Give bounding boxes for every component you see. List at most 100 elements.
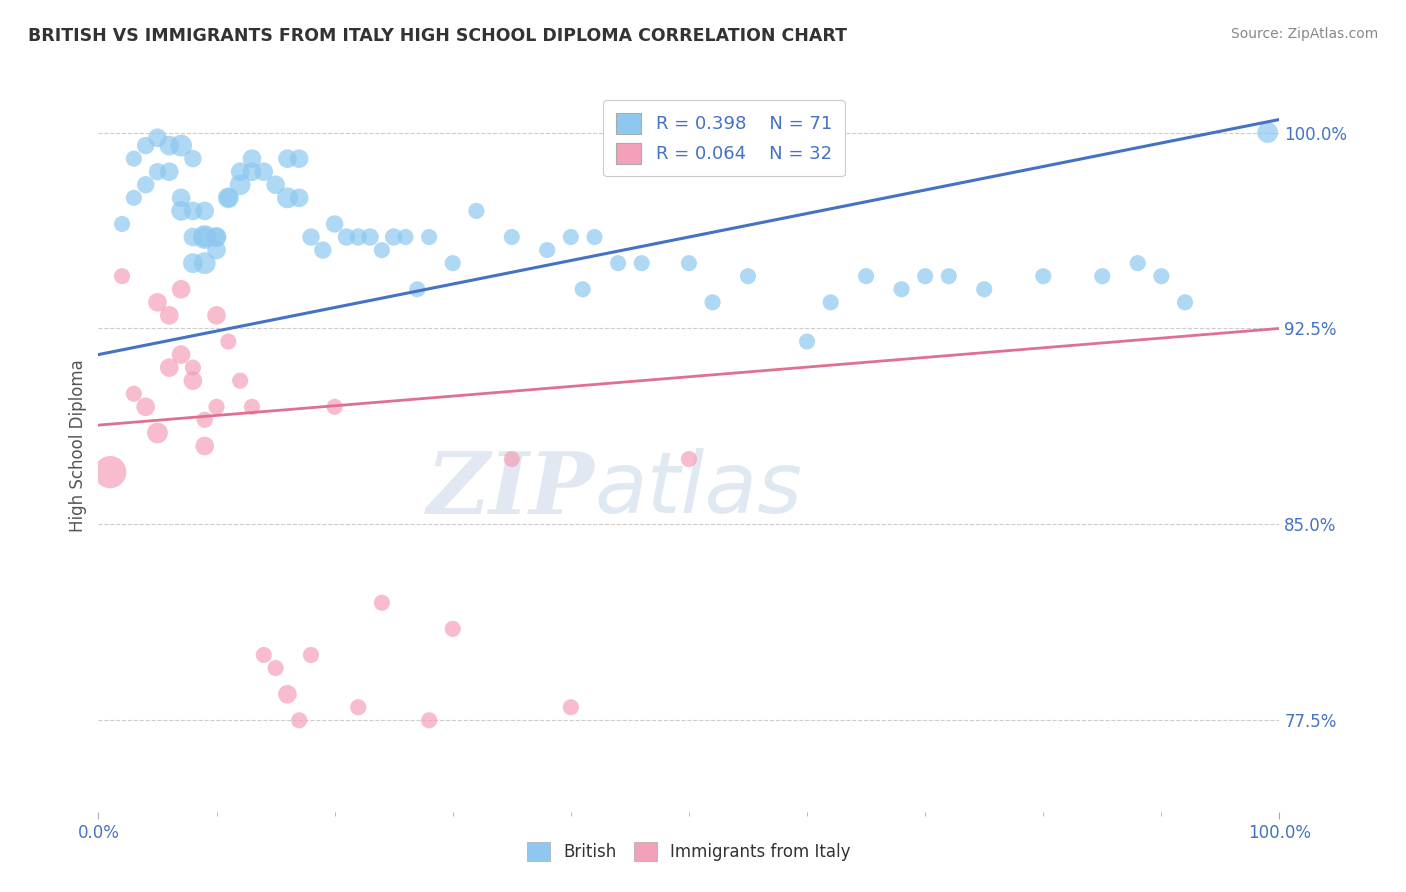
Point — [371, 596, 394, 610]
Point — [240, 164, 263, 178]
Point — [194, 230, 217, 244]
Point — [323, 400, 346, 414]
Point — [146, 164, 169, 178]
Point — [122, 152, 145, 166]
Point — [157, 164, 180, 178]
Point — [264, 178, 287, 192]
Point — [501, 452, 523, 467]
Point — [914, 269, 936, 284]
Point — [122, 191, 145, 205]
Point — [441, 622, 464, 636]
Point — [217, 191, 239, 205]
Text: Source: ZipAtlas.com: Source: ZipAtlas.com — [1230, 27, 1378, 41]
Point — [571, 282, 593, 296]
Point — [536, 243, 558, 257]
Point — [194, 230, 217, 244]
Point — [181, 256, 204, 270]
Point — [347, 230, 370, 244]
Point — [418, 714, 440, 728]
Point — [146, 295, 169, 310]
Point — [299, 648, 322, 662]
Point — [630, 256, 652, 270]
Text: atlas: atlas — [595, 449, 803, 532]
Point — [702, 295, 724, 310]
Point — [170, 191, 193, 205]
Point — [347, 700, 370, 714]
Point — [194, 439, 217, 453]
Point — [229, 374, 252, 388]
Point — [181, 203, 204, 218]
Point — [205, 309, 228, 323]
Text: BRITISH VS IMMIGRANTS FROM ITALY HIGH SCHOOL DIPLOMA CORRELATION CHART: BRITISH VS IMMIGRANTS FROM ITALY HIGH SC… — [28, 27, 848, 45]
Point — [264, 661, 287, 675]
Point — [157, 309, 180, 323]
Point — [205, 400, 228, 414]
Point — [678, 452, 700, 467]
Point — [607, 256, 630, 270]
Point — [170, 203, 193, 218]
Point — [1091, 269, 1114, 284]
Point — [170, 348, 193, 362]
Y-axis label: High School Diploma: High School Diploma — [69, 359, 87, 533]
Legend: British, Immigrants from Italy: British, Immigrants from Italy — [519, 833, 859, 869]
Point — [135, 400, 157, 414]
Point — [181, 230, 204, 244]
Point — [276, 687, 298, 701]
Point — [240, 400, 263, 414]
Point — [122, 386, 145, 401]
Point — [181, 360, 204, 375]
Point — [181, 152, 204, 166]
Point — [253, 648, 276, 662]
Point — [146, 130, 169, 145]
Point — [194, 203, 217, 218]
Point — [288, 191, 311, 205]
Point — [194, 413, 217, 427]
Point — [1174, 295, 1197, 310]
Point — [205, 230, 228, 244]
Point — [938, 269, 960, 284]
Point — [465, 203, 488, 218]
Point — [560, 700, 582, 714]
Point — [394, 230, 416, 244]
Point — [111, 269, 134, 284]
Point — [157, 360, 180, 375]
Point — [678, 256, 700, 270]
Point — [796, 334, 818, 349]
Point — [418, 230, 440, 244]
Point — [973, 282, 995, 296]
Point — [299, 230, 322, 244]
Point — [240, 152, 263, 166]
Point — [583, 230, 606, 244]
Point — [205, 243, 228, 257]
Point — [1150, 269, 1173, 284]
Point — [181, 374, 204, 388]
Point — [194, 256, 217, 270]
Point — [276, 152, 298, 166]
Point — [890, 282, 912, 296]
Point — [217, 191, 239, 205]
Point — [335, 230, 357, 244]
Point — [170, 138, 193, 153]
Point — [217, 334, 239, 349]
Point — [1032, 269, 1054, 284]
Point — [406, 282, 429, 296]
Point — [111, 217, 134, 231]
Point — [135, 178, 157, 192]
Point — [135, 138, 157, 153]
Point — [288, 714, 311, 728]
Text: ZIP: ZIP — [426, 448, 595, 532]
Point — [253, 164, 276, 178]
Point — [229, 164, 252, 178]
Point — [382, 230, 405, 244]
Point — [1126, 256, 1149, 270]
Point — [229, 178, 252, 192]
Point — [323, 217, 346, 231]
Point — [737, 269, 759, 284]
Point — [560, 230, 582, 244]
Point — [820, 295, 842, 310]
Point — [205, 230, 228, 244]
Point — [501, 230, 523, 244]
Point — [146, 425, 169, 440]
Point — [157, 138, 180, 153]
Point — [371, 243, 394, 257]
